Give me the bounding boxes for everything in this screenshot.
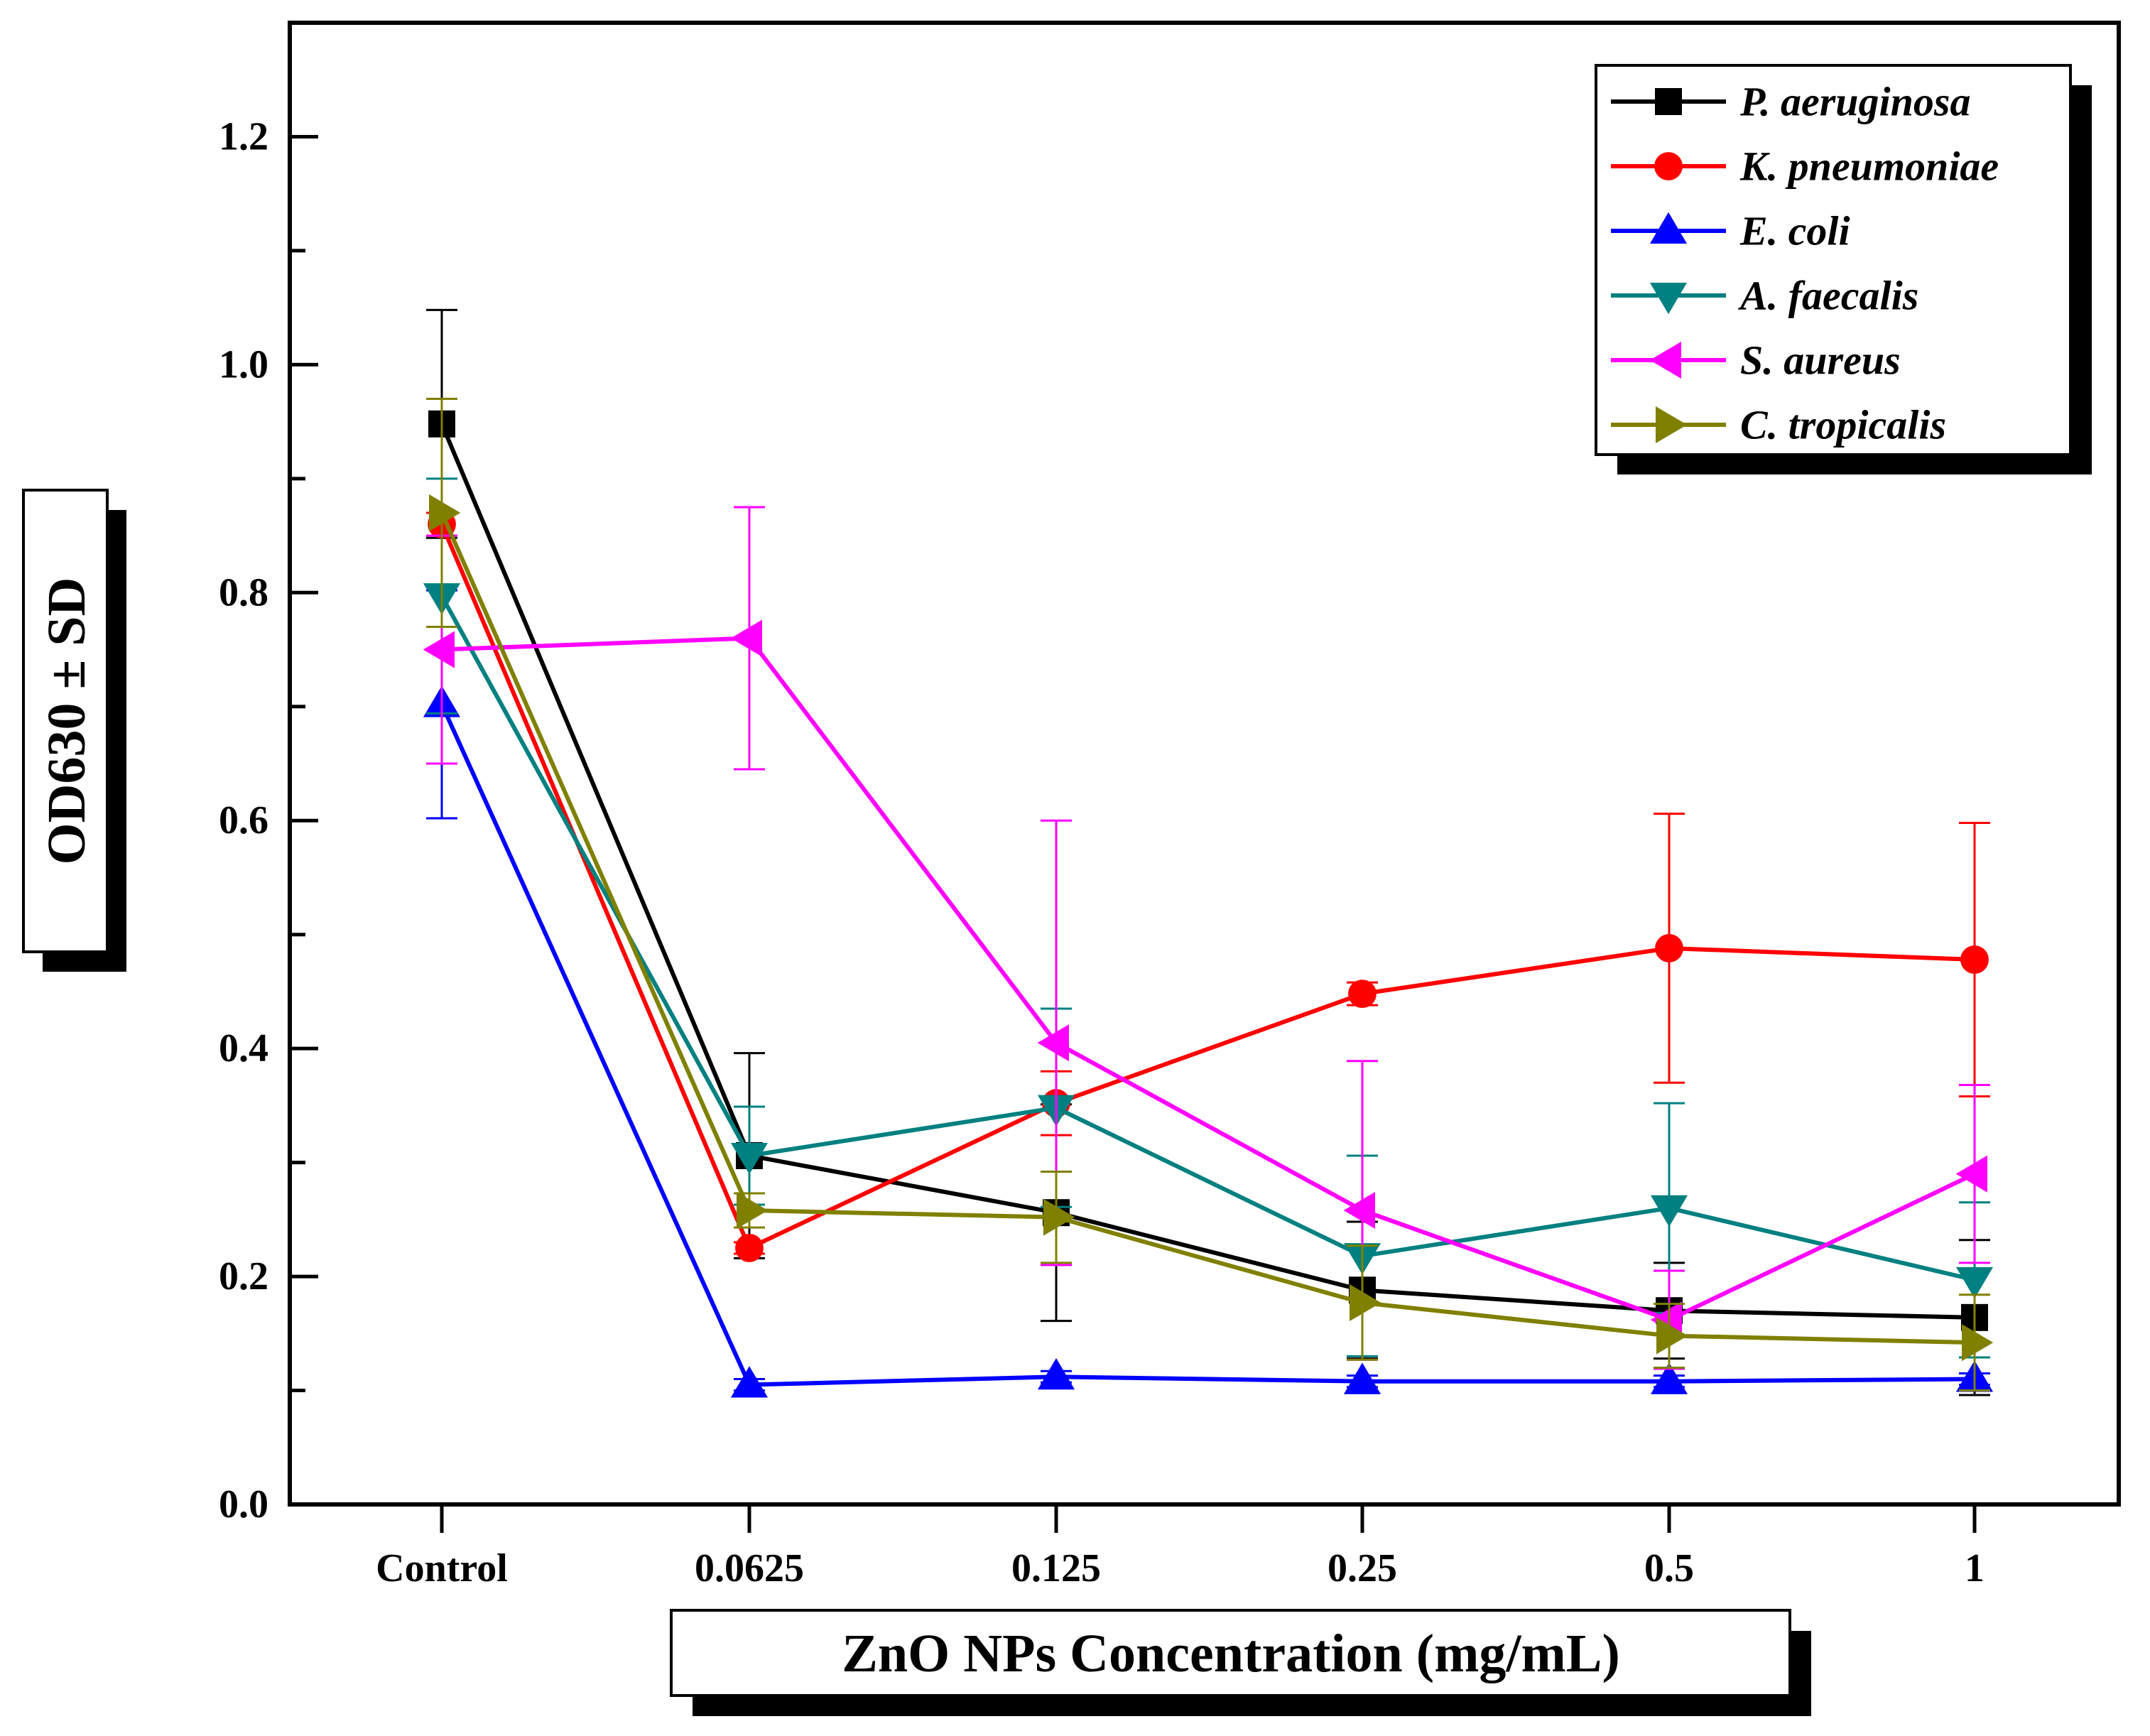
series-e-coli xyxy=(423,589,1994,1398)
legend-marker xyxy=(1654,152,1683,180)
series-layer xyxy=(423,308,1994,1398)
x-tick-label: Control xyxy=(376,1546,508,1590)
data-point xyxy=(1655,934,1683,962)
x-tick-label: 0.25 xyxy=(1328,1546,1397,1590)
data-point xyxy=(730,1366,769,1398)
y-tick-label: 0.6 xyxy=(219,798,268,842)
series-c-tropicalis xyxy=(426,398,1994,1392)
y-tick-label: 0.0 xyxy=(219,1482,268,1526)
data-point xyxy=(730,619,763,657)
y-tick-label: 1.2 xyxy=(219,114,268,158)
legend-item: K. pneumoniae xyxy=(1611,143,1999,190)
series-k-pneumoniae xyxy=(426,510,1990,1262)
y-tick-label: 0.4 xyxy=(219,1026,268,1070)
data-point xyxy=(735,1234,764,1262)
data-point xyxy=(423,631,455,668)
data-point xyxy=(1955,1266,1994,1299)
legend-label: C. tropicalis xyxy=(1740,402,1946,448)
y-axis: 0.0 0.2 0.4 0.6 0.8 1.0 1.2 xyxy=(219,114,318,1526)
x-tick-label: 0.5 xyxy=(1644,1546,1694,1590)
data-point xyxy=(1343,1191,1376,1230)
data-point xyxy=(736,1191,769,1230)
data-point xyxy=(1343,1362,1381,1394)
data-point xyxy=(1037,1024,1070,1062)
legend-label: P. aeruginosa xyxy=(1739,79,1970,125)
data-point xyxy=(1037,1358,1075,1390)
legend-marker xyxy=(1649,282,1688,315)
legend-item: E. coli xyxy=(1611,208,1850,254)
series-line xyxy=(441,636,1976,1323)
series-line xyxy=(440,423,1975,1320)
legend-item: S. aureus xyxy=(1611,337,1901,384)
y-tick-label: 0.8 xyxy=(219,570,268,614)
legend-item: P. aeruginosa xyxy=(1611,79,1970,125)
data-point xyxy=(428,494,461,532)
y-axis-title-box: OD630 ± SD xyxy=(22,489,126,972)
data-point xyxy=(1656,1317,1688,1355)
y-tick-label: 1.0 xyxy=(219,342,268,386)
data-point xyxy=(1960,945,1989,974)
legend: P. aeruginosa K. pneumoniae E. coli A. faec… xyxy=(1595,64,2092,474)
series-line xyxy=(440,703,1975,1387)
legend-label: S. aureus xyxy=(1740,337,1901,384)
legend-marker xyxy=(1649,212,1688,244)
y-tick-label: 0.2 xyxy=(219,1254,268,1298)
legend-item: C. tropicalis xyxy=(1611,402,1946,448)
x-axis-title-box: ZnO NPs Concentration (mg/mL) xyxy=(670,1609,1811,1716)
series-line xyxy=(440,595,1975,1282)
x-axis: Control 0.0625 0.125 0.25 0.5 1 xyxy=(376,1504,1985,1590)
legend-marker xyxy=(1655,406,1688,444)
data-point xyxy=(1348,980,1377,1009)
x-tick-label: 1 xyxy=(1965,1546,1985,1590)
legend-label: K. pneumoniae xyxy=(1739,143,1999,190)
legend-label: E. coli xyxy=(1739,208,1850,254)
data-point xyxy=(1961,1324,1994,1362)
data-point xyxy=(1650,1362,1688,1394)
data-point xyxy=(1650,1195,1688,1227)
legend-label: A. faecalis xyxy=(1738,273,1918,319)
x-tick-label: 0.125 xyxy=(1011,1546,1101,1590)
series-line xyxy=(440,523,1975,1250)
legend-item: A. faecalis xyxy=(1611,273,1918,319)
legend-marker xyxy=(1649,341,1682,379)
series-line xyxy=(440,511,1975,1345)
legend-marker xyxy=(1655,88,1682,115)
x-tick-label: 0.0625 xyxy=(695,1546,804,1590)
data-point xyxy=(1349,1284,1381,1322)
x-axis-title: ZnO NPs Concentration (mg/mL) xyxy=(842,1624,1620,1683)
data-point xyxy=(730,1142,769,1175)
data-point xyxy=(1043,1198,1075,1236)
data-point xyxy=(1955,1155,1988,1193)
y-axis-title: OD630 ± SD xyxy=(37,577,97,865)
